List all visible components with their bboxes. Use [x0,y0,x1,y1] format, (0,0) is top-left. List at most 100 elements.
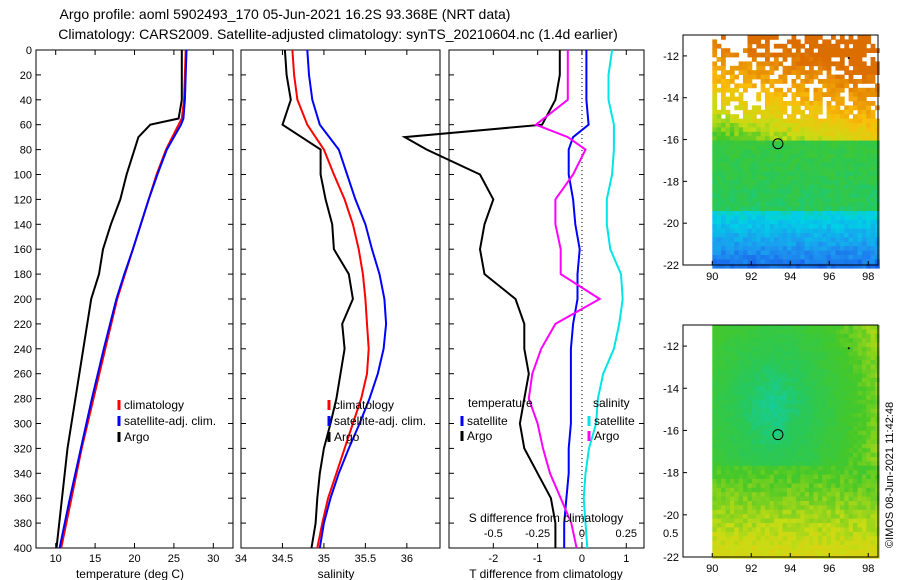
heatmap-cell [870,233,876,238]
heatmap-cell [765,202,770,207]
heatmap-cell [712,215,718,221]
heatmap-cell [848,549,854,555]
heatmap-cell [734,215,740,221]
heatmap-cell [800,109,806,115]
heatmap-cell [826,48,832,53]
heatmap-cell [747,399,753,405]
x-tick-label: -2 [488,553,498,565]
heatmap-cell [813,114,819,119]
heatmap-cell [809,189,814,194]
heatmap-cell [822,483,828,489]
heatmap-cell [870,215,876,221]
x-tick-label: 25 [168,553,180,565]
heatmap-cell [853,492,858,497]
heatmap-cell [831,250,836,256]
heatmap-cell [751,421,757,427]
heatmap-cell [870,395,876,401]
heatmap-cell [857,145,863,150]
heatmap-cell [826,404,832,409]
heatmap-cell [875,518,880,524]
heatmap-cell [738,338,744,343]
heatmap-cell [773,527,779,533]
heatmap-cell [822,118,828,124]
heatmap-cell [738,184,744,190]
heatmap-cell [747,114,753,119]
heatmap-cell [791,263,797,269]
heatmap-cell [831,501,836,506]
heatmap-cell [875,263,880,269]
heatmap-cell [751,479,757,484]
heatmap-cell [725,540,731,546]
heatmap-cell [809,373,814,379]
heatmap-cell [760,136,766,141]
heatmap-cell [734,540,740,546]
heatmap-cell [813,364,819,370]
heatmap-cell [875,413,880,418]
heatmap-cell [760,118,766,124]
heatmap-cell [875,145,880,150]
heatmap-cell [712,175,718,181]
heatmap-cell [870,171,876,177]
heatmap-cell [813,373,819,379]
heatmap-cell [712,373,718,379]
heatmap-cell [756,197,762,203]
heatmap-cell [721,413,726,418]
heatmap-cell [791,553,797,559]
heatmap-cell [712,509,718,515]
heatmap-cell [782,171,788,177]
heatmap-cell [809,246,814,251]
heatmap-cell [729,465,735,471]
heatmap-cell [773,417,779,423]
heatmap-cell [778,87,784,93]
heatmap-cell [778,501,784,506]
heatmap-cell [857,426,863,431]
heatmap-cell [760,492,766,497]
heatmap-cell [716,342,722,348]
heatmap-cell [787,391,792,396]
heatmap-cell [738,395,744,401]
heatmap-cell [853,193,858,199]
heatmap-cell [747,158,753,163]
heatmap-cell [844,127,850,133]
heatmap-cell [844,514,850,519]
heatmap-cell [795,496,801,502]
heatmap-cell [826,435,832,440]
heatmap-cell [822,65,828,71]
heatmap-cell [756,224,762,229]
heatmap-cell [795,250,801,256]
heatmap-cell [769,114,775,119]
heatmap-cell [809,180,814,185]
heatmap-cell [795,421,801,427]
x-tick-label: 20 [128,553,140,565]
heatmap-cell [813,426,819,431]
heatmap-cell [743,452,748,458]
heatmap-cell [756,43,762,49]
heatmap-cell [791,496,797,502]
heatmap-cell [791,57,797,62]
heatmap-cell [743,395,748,401]
heatmap-cell [712,263,718,269]
heatmap-cell [835,145,841,150]
heatmap-cell [804,61,810,67]
heatmap-cell [773,109,779,115]
heatmap-cell [716,479,722,484]
heatmap-cell [809,219,814,225]
heatmap-cell [734,545,740,550]
heatmap-cell [826,79,832,84]
heatmap-cell [782,158,788,163]
heatmap-cell [734,197,740,203]
heatmap-cell [809,426,814,431]
heatmap-cell [809,35,814,40]
heatmap-cell [751,131,757,137]
heatmap-cell [795,342,801,348]
heatmap-cell [778,184,784,190]
heatmap-cell [747,417,753,423]
heatmap-cell [712,342,718,348]
heatmap-cell [778,413,784,418]
heatmap-cell [725,448,731,453]
heatmap-cell [795,470,801,475]
heatmap-cell [729,364,735,370]
heatmap-cell [712,87,718,93]
heatmap-cell [866,408,872,414]
heatmap-cell [760,549,766,555]
